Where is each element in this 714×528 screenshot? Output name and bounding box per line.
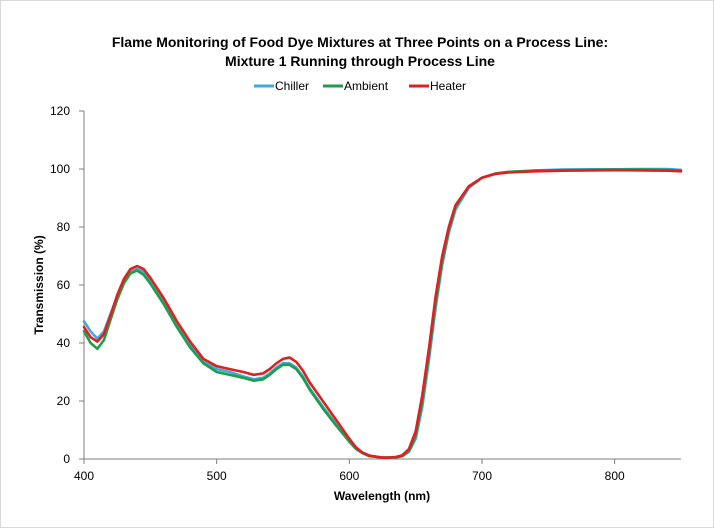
y-tick-label: 100 (50, 162, 70, 176)
y-tick-label: 40 (57, 336, 71, 350)
x-axis-title: Wavelength (nm) (334, 489, 430, 503)
x-tick-label: 800 (605, 469, 625, 483)
x-tick-label: 500 (207, 469, 227, 483)
x-tick-label: 600 (339, 469, 359, 483)
legend: Chiller Ambient Heater (254, 79, 466, 93)
x-tick-label: 400 (74, 469, 94, 483)
y-axis-title: Transmission (%) (32, 235, 46, 334)
legend-label-ambient: Ambient (344, 79, 389, 93)
y-tick-label: 120 (50, 104, 70, 118)
y-tick-label: 80 (57, 220, 71, 234)
chart-title-line2: Mixture 1 Running through Process Line (225, 53, 495, 69)
y-tick-label: 0 (63, 452, 70, 466)
x-axis-ticks: 400 500 600 700 800 (74, 459, 625, 483)
series-layer (82, 167, 683, 459)
y-tick-label: 60 (57, 278, 71, 292)
y-tick-label: 20 (57, 394, 71, 408)
y-axis-ticks: 0 20 40 60 80 100 120 (50, 104, 84, 466)
chart-title-line1: Flame Monitoring of Food Dye Mixtures at… (112, 34, 608, 50)
x-tick-label: 700 (472, 469, 492, 483)
legend-label-chiller: Chiller (275, 79, 309, 93)
series-line-heater (82, 168, 683, 459)
legend-label-heater: Heater (430, 79, 466, 93)
